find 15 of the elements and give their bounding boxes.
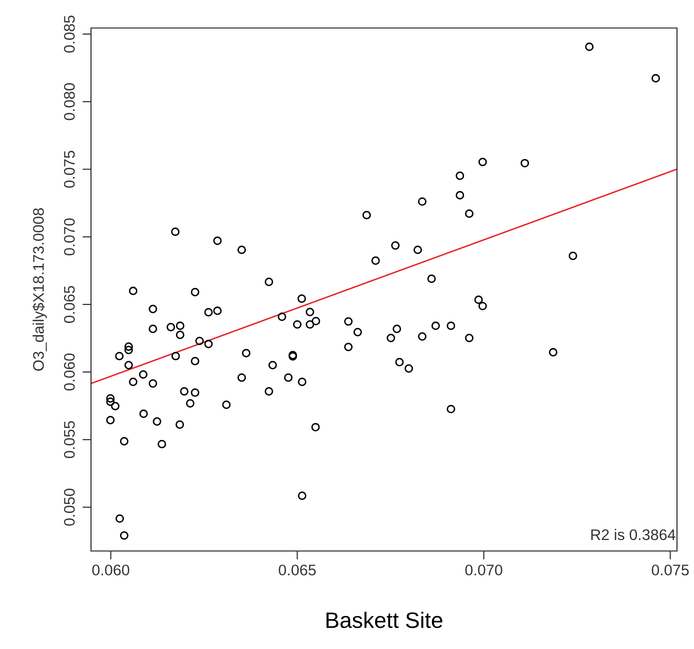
x-tick-label: 0.075 [652, 564, 689, 576]
annotation: R2 is 0.3864 [591, 528, 676, 540]
x-tick-label: 0.070 [465, 564, 502, 576]
y-tick-label: 0.075 [64, 150, 75, 188]
y-tick-label: 0.085 [64, 16, 75, 53]
y-tick-label: 0.070 [64, 218, 75, 256]
y-tick-label: 0.080 [64, 83, 75, 120]
y-tick-label: 0.055 [64, 421, 75, 458]
x-tick-label: 0.060 [92, 564, 130, 576]
y-axis-title: O3_daily$X18.173.0008 [32, 208, 47, 371]
y-tick-label: 0.065 [64, 286, 75, 323]
y-tick-label: 0.050 [64, 488, 75, 526]
x-tick-label: 0.065 [278, 564, 316, 576]
y-tick-label: 0.060 [64, 354, 75, 391]
x-axis-title: Baskett Site [326, 612, 442, 628]
